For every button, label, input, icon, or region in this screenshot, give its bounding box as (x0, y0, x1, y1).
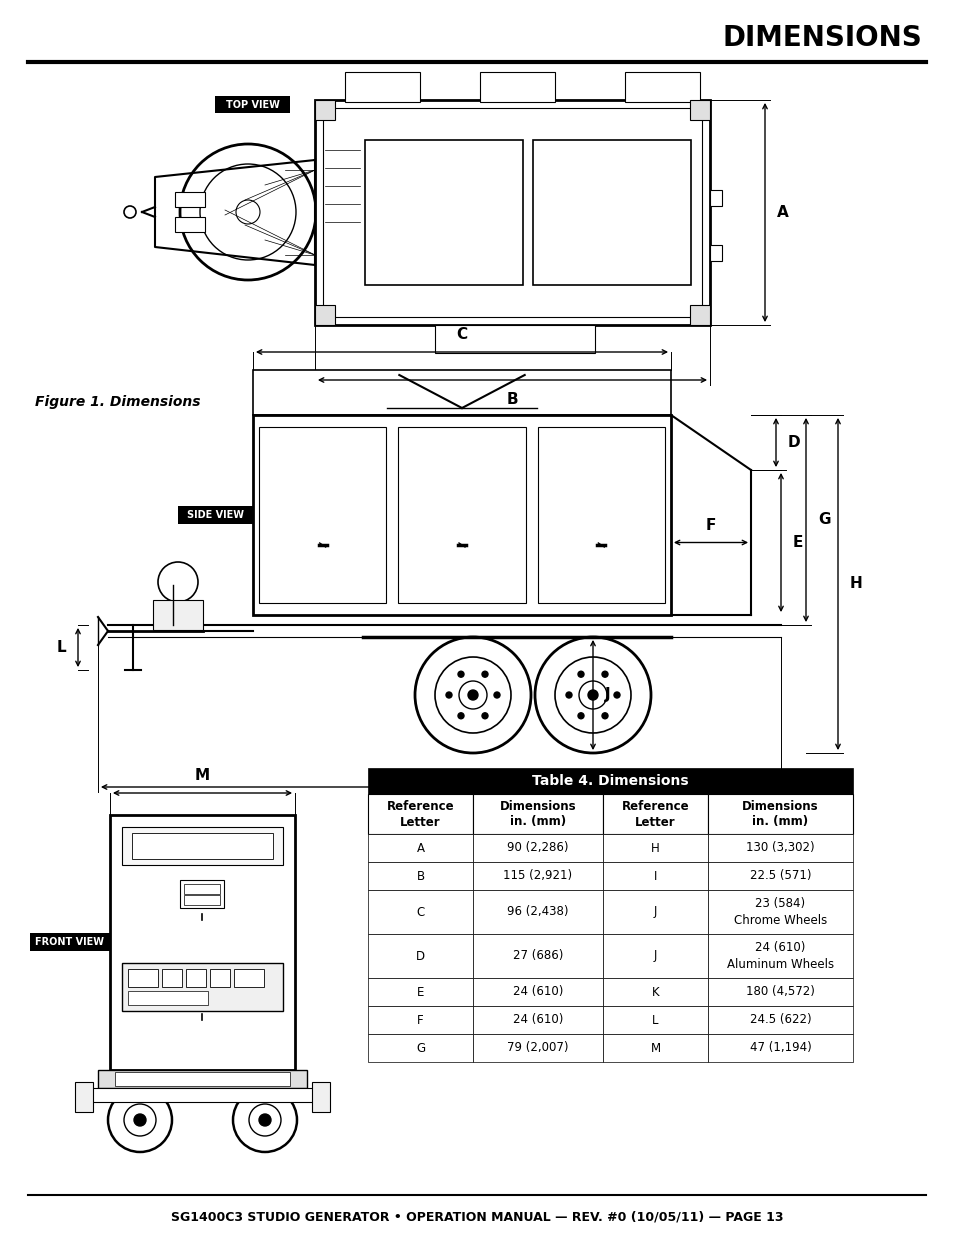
Bar (368, 862, 473, 890)
Text: J: J (604, 688, 610, 703)
Bar (90, 1088, 314, 1102)
Bar (533, 140, 690, 285)
Text: 24 (610): 24 (610) (513, 1014, 562, 1026)
Bar (184, 895, 220, 905)
Text: E: E (792, 535, 802, 550)
Bar (115, 1072, 290, 1086)
Text: I: I (653, 869, 657, 883)
Bar (128, 990, 208, 1005)
Bar (314, 305, 335, 325)
Circle shape (457, 671, 463, 677)
Circle shape (601, 671, 607, 677)
Text: B: B (416, 869, 424, 883)
Bar (479, 72, 555, 103)
Text: H: H (651, 841, 659, 855)
Text: 27 (686): 27 (686) (513, 950, 562, 962)
Circle shape (481, 671, 488, 677)
Bar (210, 969, 230, 987)
Bar (75, 1082, 92, 1112)
Text: G: G (817, 513, 830, 527)
Circle shape (133, 1114, 146, 1126)
Circle shape (481, 713, 488, 719)
Text: TOP VIEW: TOP VIEW (225, 100, 279, 110)
Text: Dimensions
in. (mm): Dimensions in. (mm) (499, 799, 576, 829)
Text: K: K (651, 986, 659, 999)
Bar (258, 427, 386, 603)
Bar (473, 1007, 602, 1034)
Bar (233, 969, 264, 987)
Bar (473, 862, 602, 890)
Text: Dimensions
in. (mm): Dimensions in. (mm) (741, 799, 818, 829)
Bar (624, 72, 700, 103)
Bar (253, 370, 670, 415)
Circle shape (596, 540, 606, 550)
Bar (128, 969, 158, 987)
Bar (314, 100, 709, 325)
Bar (602, 978, 707, 1007)
Bar (709, 190, 721, 206)
Text: 22.5 (571): 22.5 (571) (749, 869, 810, 883)
Text: A: A (416, 841, 424, 855)
Bar (345, 72, 419, 103)
Circle shape (457, 713, 463, 719)
Bar (214, 96, 290, 112)
Text: F: F (705, 519, 716, 534)
Text: 24 (610)
Aluminum Wheels: 24 (610) Aluminum Wheels (726, 941, 833, 971)
Text: Figure 1. Dimensions: Figure 1. Dimensions (35, 395, 200, 409)
Text: F: F (416, 1014, 423, 1026)
Bar (122, 827, 283, 864)
Bar (707, 978, 852, 1007)
Text: M: M (194, 768, 210, 783)
Text: H: H (849, 577, 862, 592)
Text: Reference
Letter: Reference Letter (386, 799, 454, 829)
Text: M: M (650, 1041, 659, 1055)
Text: K: K (434, 799, 445, 814)
Text: G: G (416, 1041, 425, 1055)
Bar (602, 794, 707, 834)
Circle shape (456, 540, 467, 550)
Text: A: A (776, 205, 788, 220)
Bar (253, 415, 670, 615)
Text: Table 4. Dimensions: Table 4. Dimensions (532, 774, 688, 788)
Text: 90 (2,286): 90 (2,286) (507, 841, 568, 855)
Bar (178, 506, 253, 524)
Text: Reference
Letter: Reference Letter (621, 799, 689, 829)
Bar (398, 427, 525, 603)
Text: E: E (416, 986, 424, 999)
Bar (473, 978, 602, 1007)
Bar (602, 934, 707, 978)
Bar (174, 217, 205, 232)
Bar (180, 881, 224, 908)
Bar (314, 100, 335, 120)
Bar (707, 794, 852, 834)
Bar (707, 862, 852, 890)
Bar (473, 1034, 602, 1062)
Bar (473, 890, 602, 934)
Bar (707, 1007, 852, 1034)
Text: L: L (56, 640, 66, 655)
Text: 130 (3,302): 130 (3,302) (745, 841, 814, 855)
Bar (368, 1034, 473, 1062)
Bar (602, 862, 707, 890)
Bar (707, 890, 852, 934)
Circle shape (614, 692, 619, 698)
Bar (312, 1082, 330, 1112)
Bar (184, 884, 220, 894)
Bar (602, 1007, 707, 1034)
Bar (473, 834, 602, 862)
Text: SG1400C3 STUDIO GENERATOR • OPERATION MANUAL — REV. #0 (10/05/11) — PAGE 13: SG1400C3 STUDIO GENERATOR • OPERATION MA… (171, 1210, 782, 1224)
Circle shape (601, 713, 607, 719)
Bar (602, 1034, 707, 1062)
Text: DIMENSIONS: DIMENSIONS (721, 23, 921, 52)
Circle shape (578, 671, 583, 677)
Bar (110, 815, 294, 1070)
Bar (162, 969, 182, 987)
Text: 23 (584)
Chrome Wheels: 23 (584) Chrome Wheels (733, 898, 826, 926)
Bar (707, 834, 852, 862)
Bar (435, 325, 595, 353)
Bar (368, 890, 473, 934)
Bar (473, 934, 602, 978)
Text: 24 (610): 24 (610) (513, 986, 562, 999)
Circle shape (468, 690, 477, 700)
Circle shape (494, 692, 499, 698)
